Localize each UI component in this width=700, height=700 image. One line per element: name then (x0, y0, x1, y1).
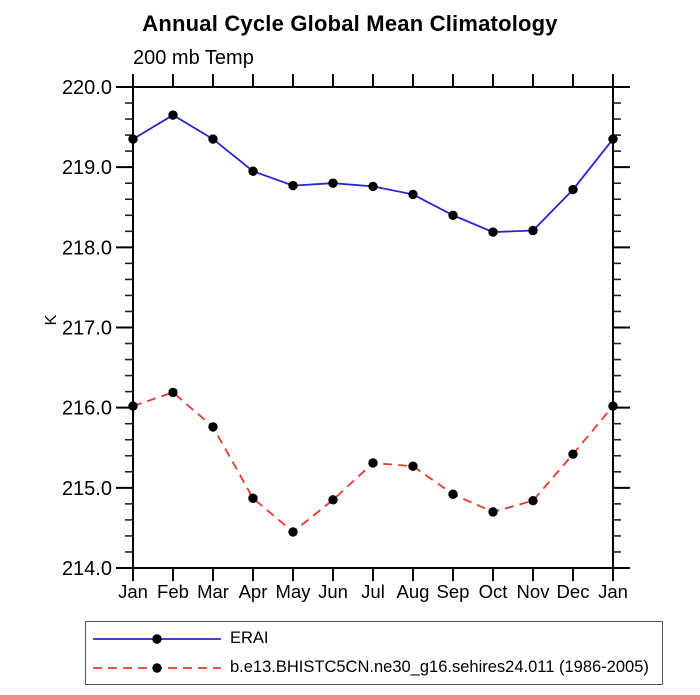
legend-label-model: b.e13.BHISTC5CN.ne30_g16.sehires24.011 (… (230, 658, 649, 676)
data-point-marker (248, 166, 258, 176)
legend-line-sample-model (93, 662, 221, 673)
data-point-marker (248, 493, 258, 503)
data-point-marker (368, 181, 378, 192)
data-point-marker (328, 178, 338, 188)
data-point-marker (208, 134, 218, 144)
x-tick-label: Jan (598, 581, 628, 602)
chart-subtitle: 200 mb Temp (133, 47, 254, 69)
y-tick-label: 216.0 (62, 398, 112, 420)
data-point-marker (168, 387, 178, 398)
y-tick-label: 215.0 (62, 478, 112, 500)
legend: ERAI b.e13.BHISTC5CN.ne30_g16.sehires24.… (85, 621, 663, 685)
legend-item-model: b.e13.BHISTC5CN.ne30_g16.sehires24.011 (… (90, 654, 662, 681)
data-point-marker (528, 495, 538, 506)
data-point-marker (448, 210, 458, 220)
x-tick-label: Jan (118, 581, 148, 602)
x-tick-label: Sep (437, 581, 470, 602)
y-tick-label: 217.0 (62, 318, 112, 340)
x-tick-label: Oct (479, 581, 508, 602)
chart-title: Annual Cycle Global Mean Climatology (142, 11, 558, 36)
x-tick-label: Nov (517, 581, 551, 602)
data-point-marker (608, 401, 618, 411)
series-line-erai (132, 114, 614, 234)
x-tick-label: Jun (318, 581, 348, 602)
data-point-marker (288, 180, 298, 191)
data-point-marker (568, 184, 578, 195)
data-point-marker (448, 489, 458, 499)
data-point-marker (528, 225, 538, 236)
plot-box (132, 86, 614, 569)
data-point-marker (288, 527, 298, 537)
data-point-marker (408, 461, 418, 471)
y-tick-label: 219.0 (62, 157, 112, 179)
chart-plot-area: Jan Feb Mar Apr May Jun Jul Aug Sep Oct Nov Dec Jan 2… (62, 74, 630, 602)
legend-label-erai: ERAI (230, 629, 269, 647)
x-tick-label: Mar (197, 581, 229, 602)
x-tick-label: Apr (239, 581, 268, 602)
x-tick-label: Jul (361, 581, 385, 602)
data-point-marker (408, 189, 418, 200)
legend-sample-marker (152, 662, 162, 673)
data-point-marker (488, 507, 498, 517)
x-tick-label: Feb (157, 581, 189, 602)
data-point-marker (328, 495, 338, 505)
legend-item-erai: ERAI (90, 625, 662, 652)
data-point-marker (208, 422, 218, 432)
y-tick-label: 218.0 (62, 237, 112, 259)
data-point-marker (128, 134, 138, 144)
x-tick-label: Dec (557, 581, 590, 602)
data-point-marker (128, 401, 138, 411)
x-tick-label: May (276, 581, 312, 602)
data-point-marker (608, 134, 618, 144)
data-point-marker (568, 449, 578, 459)
y-tick-label: 214.0 (62, 558, 112, 580)
x-tick-label: Aug (397, 581, 430, 602)
legend-sample-marker (152, 633, 162, 644)
data-point-marker (168, 110, 178, 120)
legend-line-sample-erai (93, 633, 221, 644)
y-tick-label: 220.0 (62, 77, 112, 99)
data-point-marker (368, 458, 378, 468)
data-point-marker (488, 227, 498, 237)
bottom-red-strip (0, 695, 700, 700)
